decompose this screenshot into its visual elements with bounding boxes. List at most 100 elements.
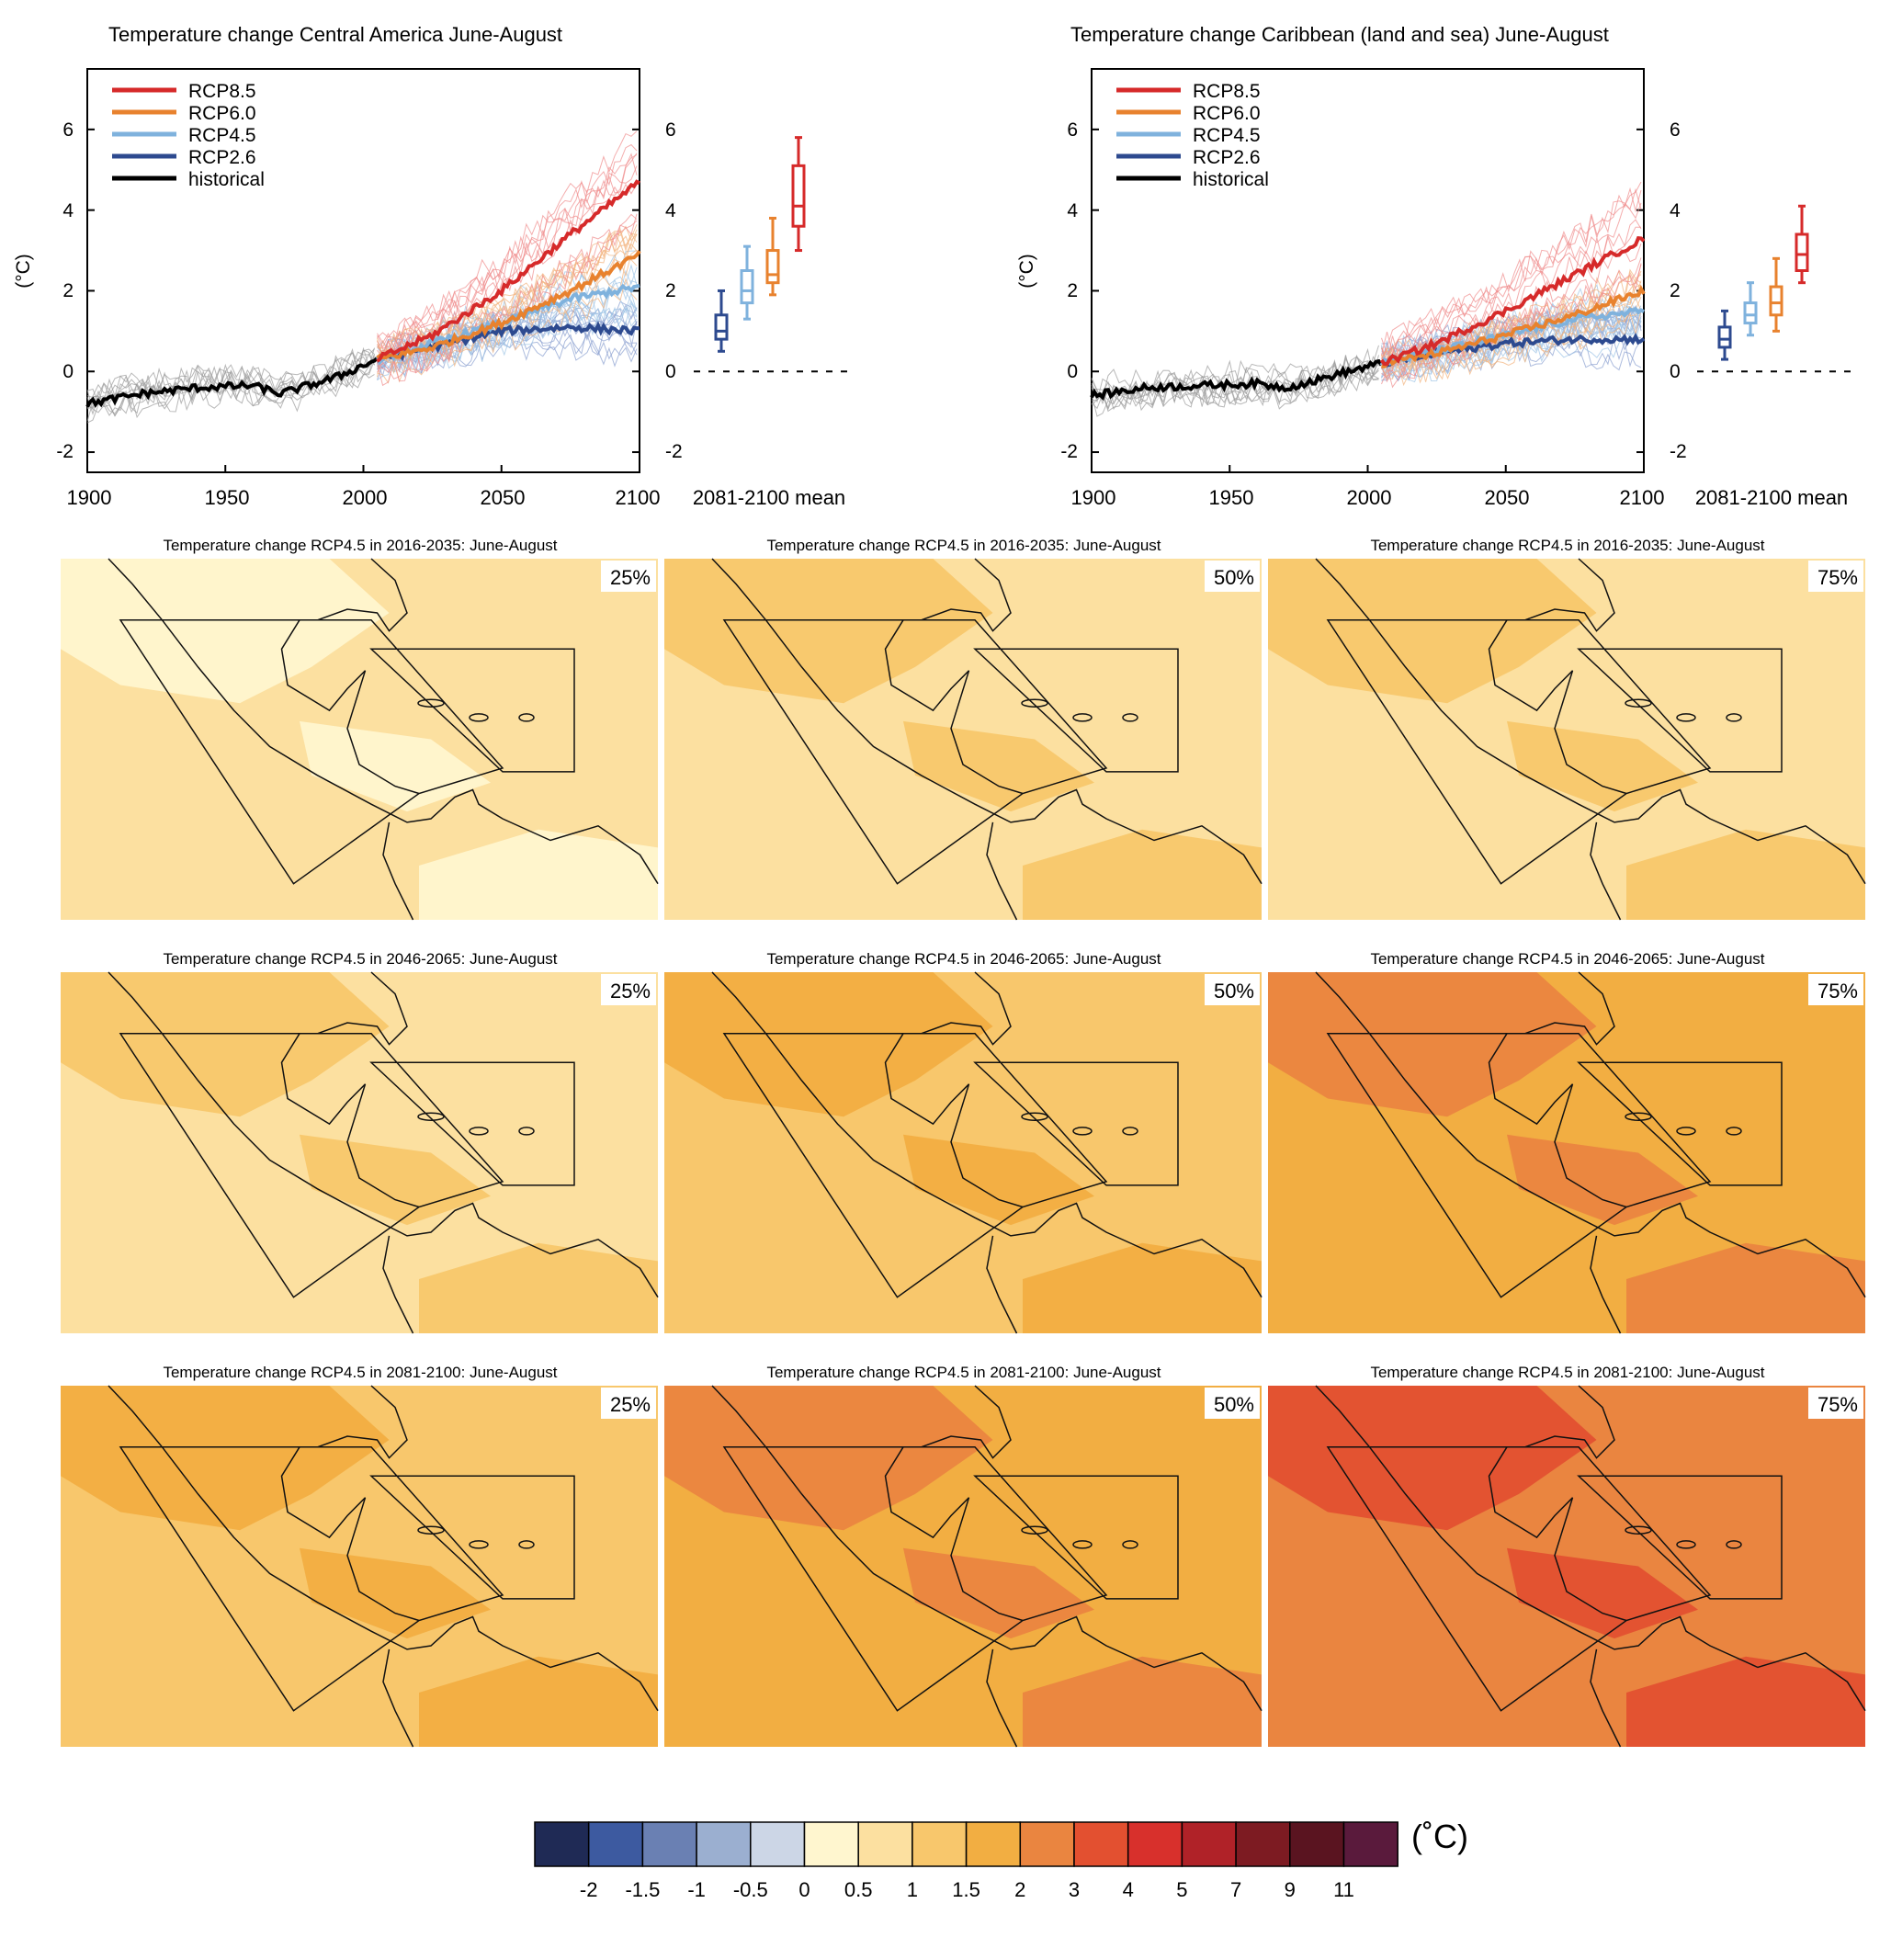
ensemble-member-line [377, 278, 638, 384]
temperature-contour [1023, 829, 1262, 920]
coastline [711, 1385, 1263, 1712]
coastline [280, 1446, 420, 1622]
colorbar-swatch [1019, 1821, 1075, 1867]
legend-label: RCP6.0 [188, 103, 256, 124]
caribbean-region [1577, 1061, 1783, 1186]
y-tick-label-right: -2 [1670, 441, 1687, 462]
ensemble-member-line [1381, 187, 1642, 356]
colorbar-swatch [1127, 1821, 1183, 1867]
y-tick-label-right: 4 [1670, 200, 1681, 221]
island-outline [518, 1127, 535, 1136]
coastline [317, 971, 408, 1046]
colorbar-tick-label: 9 [1285, 1878, 1296, 1901]
coastline [921, 558, 1012, 632]
y-tick-label: 2 [62, 280, 74, 301]
colorbar-tick-label: 4 [1123, 1878, 1134, 1901]
y-tick-label-right: 0 [1670, 361, 1681, 382]
colorbar-swatch [587, 1821, 644, 1867]
colorbar-tick-label: -1.5 [625, 1878, 660, 1901]
temperature-contour [1626, 1656, 1865, 1747]
coastline [986, 1648, 1018, 1748]
island-outline [1676, 713, 1696, 722]
colorbar-swatch [1289, 1821, 1345, 1867]
map-panel: 25% [61, 971, 659, 1334]
temperature-contour [300, 1134, 491, 1226]
colorbar-swatch [1342, 1821, 1398, 1867]
coastline [1590, 821, 1622, 921]
percentile-badge [601, 561, 656, 592]
percentile-label: 75% [1817, 1393, 1858, 1416]
temperature-contour [1626, 1242, 1865, 1333]
ensemble-member-line [1381, 310, 1642, 384]
legend-label: historical [188, 169, 265, 190]
colorbar-tick-label: -2 [580, 1878, 598, 1901]
island-outline [518, 713, 535, 722]
coastline [884, 1446, 1024, 1622]
ensemble-member-line [1091, 361, 1379, 417]
percentile-badge [1205, 1388, 1260, 1419]
ensemble-member-line [1381, 219, 1642, 368]
percentile-badge [601, 974, 656, 1005]
coastline [1524, 1385, 1615, 1459]
central-america-region [1326, 1033, 1712, 1298]
caribbean-region [1577, 1475, 1783, 1600]
colorbar: (˚C) -2 -1.5 -1 -0.5 0 0.5 1 1.5 2 3 4 5 7 9 11 [534, 1818, 1468, 1901]
coastline [884, 1033, 1024, 1208]
coastline [921, 1385, 1012, 1459]
percentile-badge [1205, 974, 1260, 1005]
island-outline [417, 698, 445, 708]
map-title: Temperature change RCP4.5 in 2081-2100: … [163, 1364, 557, 1381]
coastline [382, 821, 414, 921]
y-tick-label: 4 [62, 200, 74, 221]
x-tick-label: 1950 [205, 486, 250, 509]
coastline [1488, 1033, 1627, 1208]
y-tick-label-right: 2 [1670, 280, 1681, 301]
coastline [711, 558, 1263, 885]
island-outline [1726, 1540, 1742, 1549]
coastline [1590, 1648, 1622, 1748]
box-iqr [714, 313, 729, 341]
percentile-label: 75% [1817, 980, 1858, 1003]
y-axis-label: (°C) [13, 254, 34, 289]
timeseries-panel-caribbean: Temperature change Caribbean (land and s… [1016, 23, 1853, 509]
ensemble-member-line [1381, 317, 1642, 380]
colorbar-swatch [1235, 1821, 1291, 1867]
island-outline [1625, 1525, 1652, 1535]
percentile-label: 50% [1214, 980, 1254, 1003]
ensemble-member-line [377, 213, 638, 380]
coastline [317, 558, 408, 632]
temperature-contour [300, 720, 491, 812]
box-iqr [740, 269, 754, 305]
temperature-contour [903, 1547, 1094, 1639]
island-outline [1021, 1525, 1048, 1535]
colorbar-tick-label: 1 [907, 1878, 918, 1901]
series-mean-line [376, 179, 640, 363]
coastline [986, 821, 1018, 921]
island-outline [1021, 1112, 1048, 1121]
map-title: Temperature change RCP4.5 in 2016-2035: … [1370, 537, 1764, 554]
colorbar-tick-label: -0.5 [733, 1878, 768, 1901]
colorbar-tick-label: 1.5 [952, 1878, 980, 1901]
coastline [986, 1235, 1018, 1334]
coastline [382, 1648, 414, 1748]
percentile-label: 75% [1817, 566, 1858, 589]
temperature-contour [419, 1242, 658, 1333]
map-panel: 50% [664, 558, 1263, 921]
series-mean-line [85, 357, 379, 408]
map-panel: 25% [61, 1385, 659, 1748]
coastline [884, 619, 1024, 795]
map-title: Temperature change RCP4.5 in 2046-2065: … [1370, 950, 1764, 968]
temperature-contour [300, 1547, 491, 1639]
colorbar-tick-label: 5 [1176, 1878, 1187, 1901]
x-tick-label: 1900 [1071, 486, 1116, 509]
temperature-contour [61, 972, 390, 1117]
legend-label: RCP6.0 [1193, 103, 1261, 124]
y-tick-label-right: 0 [665, 361, 676, 382]
island-outline [417, 1525, 445, 1535]
island-outline [469, 1540, 489, 1549]
coastline [1524, 971, 1615, 1046]
colorbar-swatch [1181, 1821, 1237, 1867]
y-tick-label: 0 [62, 361, 74, 382]
